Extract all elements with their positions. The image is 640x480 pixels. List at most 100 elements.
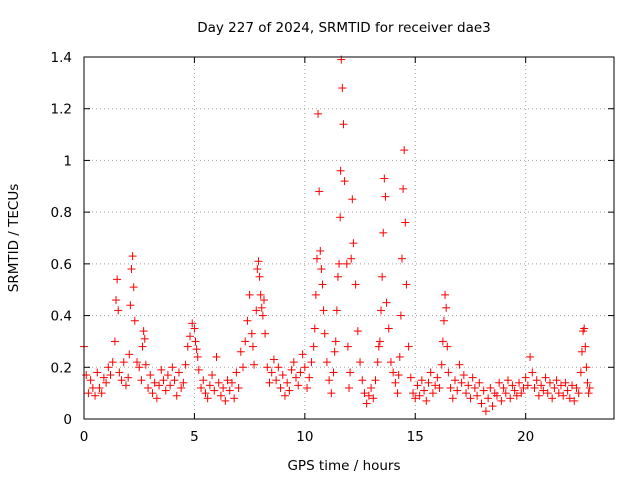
data-point xyxy=(283,378,292,387)
data-point xyxy=(411,394,420,403)
data-point xyxy=(236,347,245,356)
data-point xyxy=(330,347,339,356)
data-point xyxy=(572,383,581,392)
data-point xyxy=(130,316,139,325)
data-point xyxy=(435,383,444,392)
data-point xyxy=(417,376,426,385)
data-point xyxy=(318,280,327,289)
data-point xyxy=(375,337,384,346)
data-point xyxy=(545,378,554,387)
data-point xyxy=(563,386,572,395)
data-point xyxy=(541,373,550,382)
data-point xyxy=(550,383,559,392)
data-point xyxy=(577,347,586,356)
data-point xyxy=(256,290,265,299)
data-point xyxy=(254,257,263,266)
data-point xyxy=(543,389,552,398)
data-point xyxy=(241,337,250,346)
data-point xyxy=(409,389,418,398)
data-point xyxy=(150,378,159,387)
data-point xyxy=(322,358,331,367)
data-point xyxy=(174,368,183,377)
chart-title: Day 227 of 2024, SRMTID for receiver dae… xyxy=(197,20,491,36)
data-point xyxy=(428,389,437,398)
data-point xyxy=(415,391,424,400)
data-point xyxy=(343,342,352,351)
data-point xyxy=(557,381,565,390)
data-point xyxy=(441,290,450,299)
data-point xyxy=(332,306,341,315)
plot-frame xyxy=(83,56,615,420)
data-point xyxy=(99,373,108,382)
data-point xyxy=(307,358,316,367)
data-point xyxy=(102,378,111,387)
data-point xyxy=(310,324,319,333)
data-point xyxy=(317,265,326,274)
data-point xyxy=(106,371,115,380)
data-point xyxy=(395,352,404,361)
data-point xyxy=(497,396,506,405)
data-point xyxy=(194,365,203,374)
data-point xyxy=(402,280,411,289)
data-point xyxy=(424,378,433,387)
data-point xyxy=(512,391,521,400)
data-point xyxy=(581,342,590,351)
x-axis-label: GPS time / hours xyxy=(287,458,400,474)
data-point xyxy=(515,378,524,387)
data-point xyxy=(138,342,147,351)
data-point xyxy=(552,376,561,385)
x-tick-label: 10 xyxy=(296,429,313,445)
data-point xyxy=(227,378,236,387)
data-point xyxy=(475,378,484,387)
data-point xyxy=(349,239,358,248)
data-point xyxy=(584,389,593,398)
data-point xyxy=(369,394,378,403)
data-point xyxy=(155,381,164,390)
data-point xyxy=(353,327,362,336)
data-point xyxy=(159,376,168,385)
data-point xyxy=(438,337,447,346)
data-point xyxy=(431,381,440,390)
data-point xyxy=(404,342,413,351)
data-point xyxy=(119,358,128,367)
data-point xyxy=(439,316,448,325)
data-point xyxy=(554,389,563,398)
data-point xyxy=(285,386,294,395)
axis-ticks: 0 0.2 0.4 0.6 0.8 1 1.2 1.4 0 5 10 15 20 xyxy=(51,50,614,445)
data-point xyxy=(398,254,406,263)
data-point xyxy=(380,174,389,183)
data-point xyxy=(125,350,134,359)
data-point xyxy=(331,337,340,346)
data-point xyxy=(378,272,387,281)
data-point xyxy=(386,358,395,367)
data-point xyxy=(443,342,452,351)
data-point xyxy=(351,280,360,289)
data-point xyxy=(230,394,239,403)
data-point xyxy=(276,383,285,392)
data-point xyxy=(309,342,318,351)
data-point xyxy=(464,381,473,390)
grid xyxy=(84,57,614,419)
data-point xyxy=(481,407,490,416)
data-point xyxy=(225,386,234,395)
data-point xyxy=(124,373,133,382)
data-point xyxy=(488,402,497,411)
data-point xyxy=(329,368,338,377)
data-point xyxy=(345,383,353,392)
data-point xyxy=(442,303,451,312)
data-point xyxy=(199,376,208,385)
data-point xyxy=(223,376,232,385)
y-tick-label: 0.6 xyxy=(51,257,72,273)
data-point xyxy=(495,378,504,387)
data-point xyxy=(377,306,386,315)
data-point xyxy=(112,296,121,305)
data-point xyxy=(521,373,530,382)
data-point xyxy=(462,389,471,398)
data-point xyxy=(203,394,212,403)
data-point xyxy=(163,371,172,380)
y-tick-label: 1.2 xyxy=(51,102,72,118)
data-point xyxy=(451,376,459,385)
data-point xyxy=(399,184,408,193)
y-tick-label: 0.8 xyxy=(51,205,72,221)
data-point xyxy=(327,389,336,398)
